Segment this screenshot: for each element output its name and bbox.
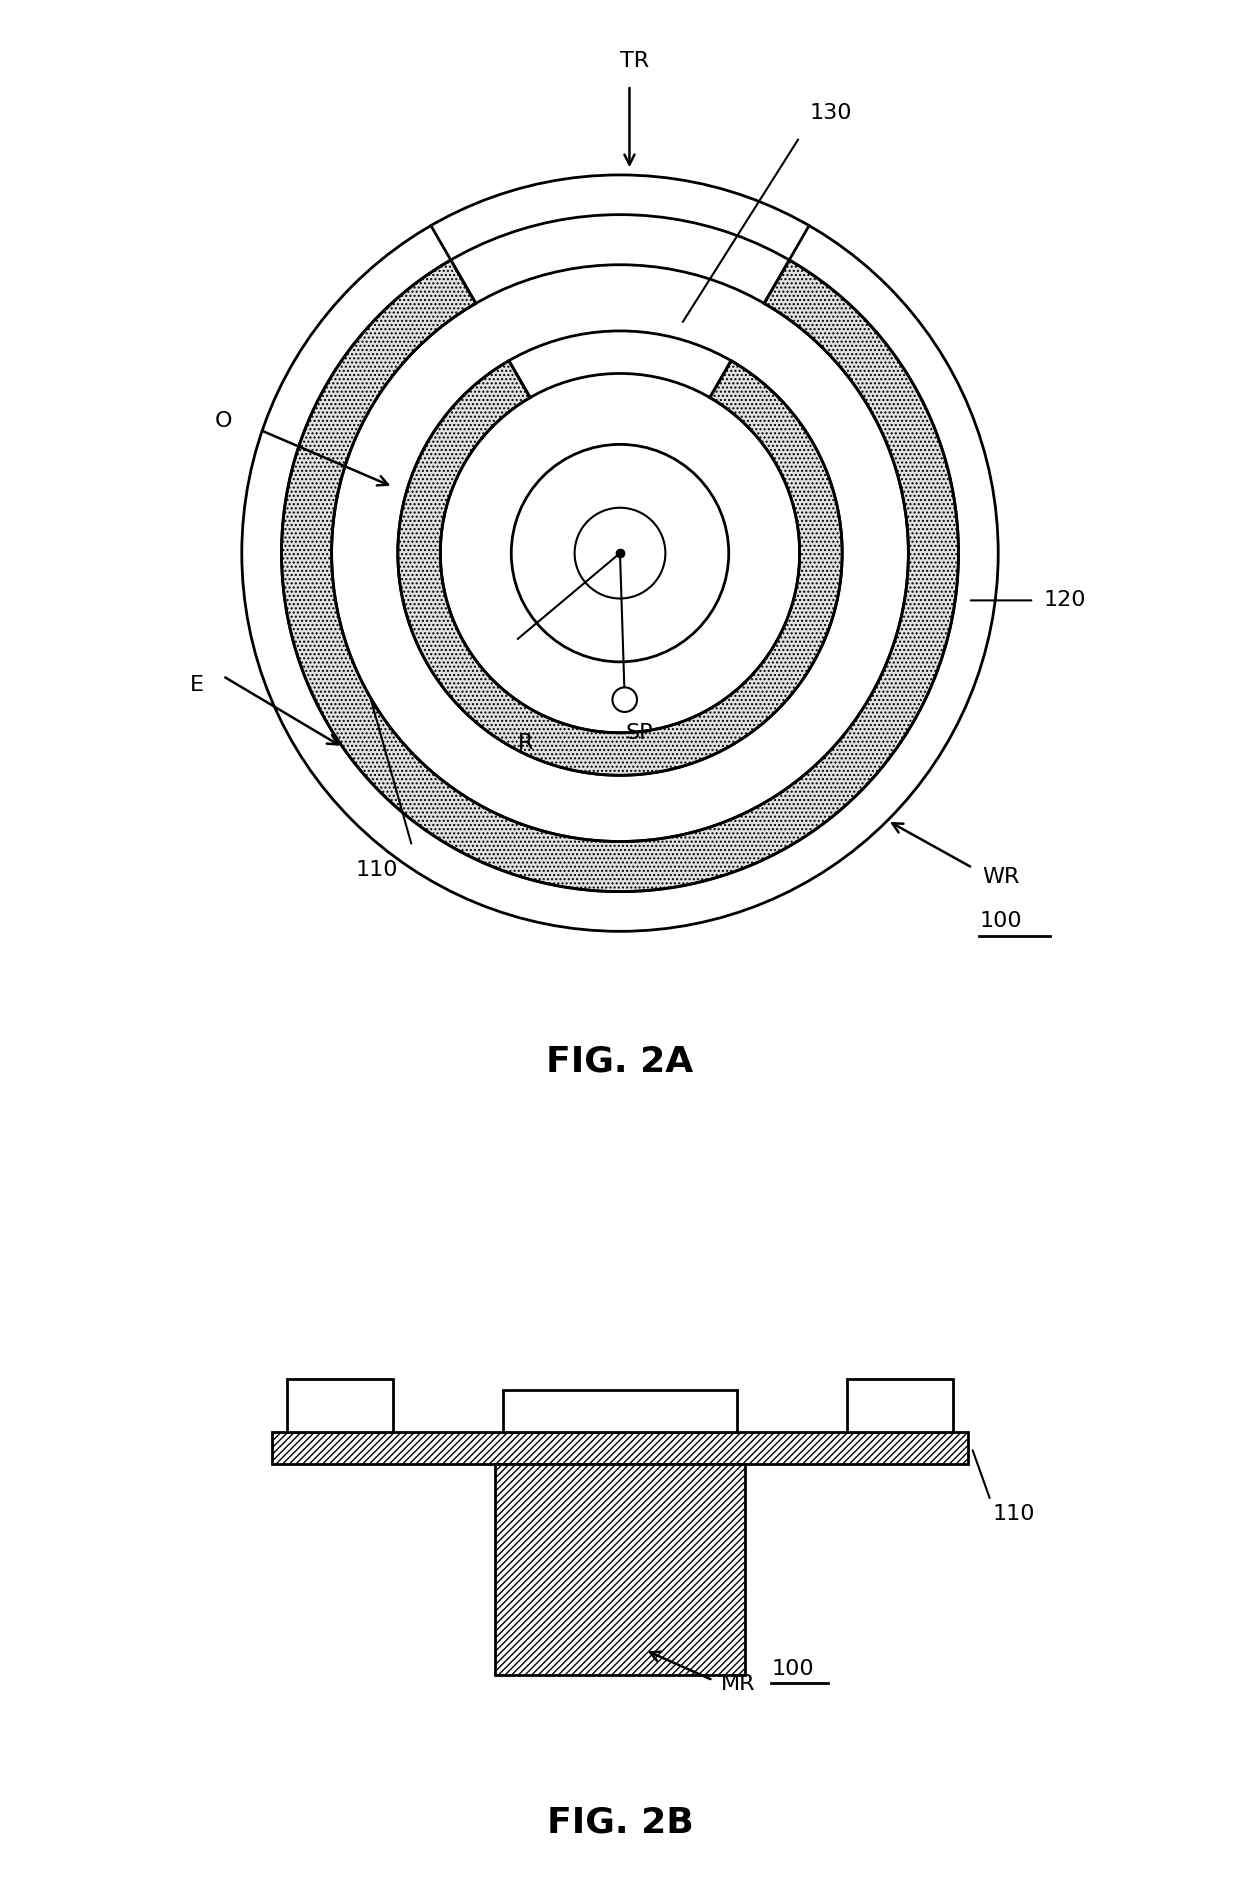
- Bar: [502, 1390, 738, 1431]
- Text: TR: TR: [620, 51, 649, 70]
- Text: 110: 110: [993, 1505, 1035, 1524]
- Bar: [272, 1431, 968, 1464]
- Text: 100: 100: [771, 1658, 813, 1679]
- Text: 120: 120: [1044, 590, 1086, 611]
- Text: 110: 110: [356, 860, 398, 881]
- Text: SP: SP: [625, 722, 652, 743]
- Polygon shape: [281, 259, 959, 891]
- Text: FIG. 2B: FIG. 2B: [547, 1806, 693, 1840]
- Text: E: E: [190, 675, 205, 696]
- Circle shape: [574, 507, 666, 598]
- Text: R: R: [518, 732, 533, 753]
- Polygon shape: [398, 361, 842, 775]
- Circle shape: [613, 688, 637, 713]
- Text: MR: MR: [720, 1674, 755, 1694]
- Text: FIG. 2A: FIG. 2A: [547, 1044, 693, 1078]
- Text: WR: WR: [982, 868, 1019, 887]
- Text: 100: 100: [980, 911, 1022, 930]
- Text: 130: 130: [808, 102, 852, 123]
- Circle shape: [242, 174, 998, 932]
- Bar: [288, 1379, 393, 1431]
- Bar: [495, 1464, 745, 1675]
- Text: O: O: [215, 410, 232, 431]
- Bar: [495, 1464, 745, 1675]
- Bar: [847, 1379, 952, 1431]
- Circle shape: [511, 444, 729, 662]
- Bar: [272, 1431, 968, 1464]
